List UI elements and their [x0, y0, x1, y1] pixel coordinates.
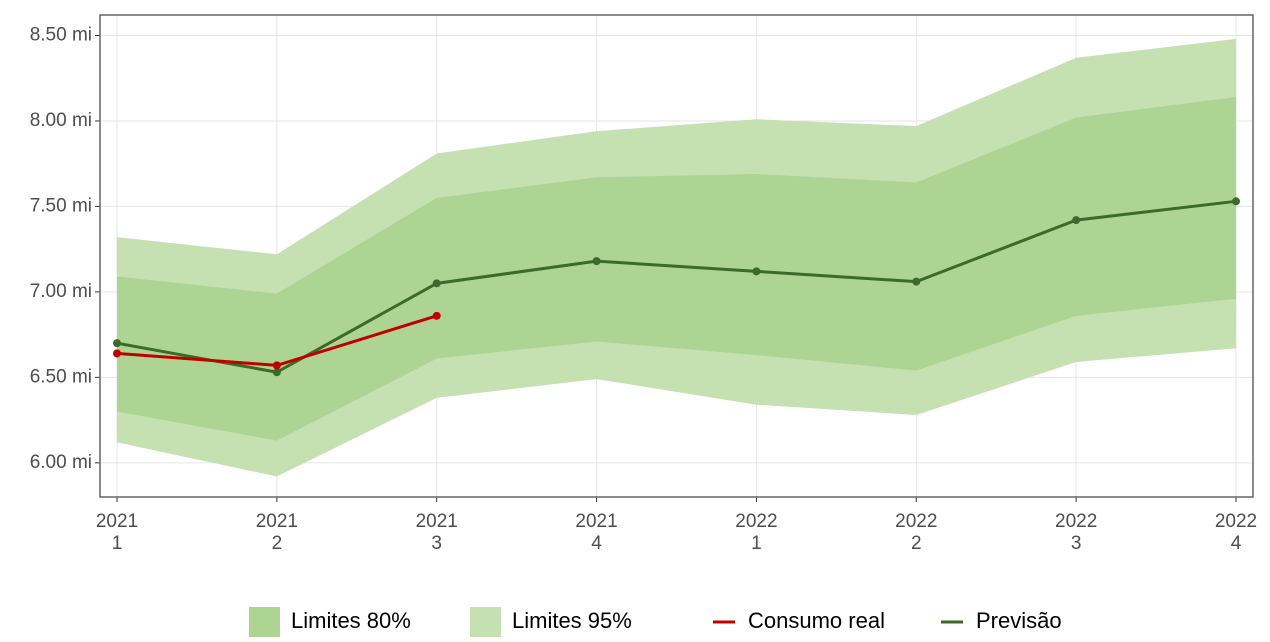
x-tick-label: 2 — [911, 533, 922, 554]
band — [117, 97, 1236, 441]
x-tick-label: 2022 — [895, 511, 937, 532]
point — [912, 277, 921, 286]
point — [1232, 197, 1240, 206]
y-tick-label: 7.50 mi — [30, 195, 92, 216]
x-tick-label: 2021 — [256, 511, 298, 532]
x-tick-label: 2021 — [575, 511, 617, 532]
point — [752, 267, 761, 276]
legend-swatch — [470, 607, 501, 637]
x-tick-label: 2022 — [1055, 511, 1097, 532]
y-tick-label: 6.00 mi — [30, 452, 92, 473]
x-tick-label: 2021 — [416, 511, 458, 532]
legend-label: Limites 80% — [291, 608, 411, 633]
x-tick-label: 1 — [112, 533, 123, 554]
legend-label: Limites 95% — [512, 608, 632, 633]
y-tick-label: 8.00 mi — [30, 110, 92, 131]
point — [1072, 216, 1081, 225]
legend-label: Consumo real — [748, 608, 885, 633]
legend-label: Previsão — [976, 608, 1062, 633]
y-tick-label: 8.50 mi — [30, 25, 92, 46]
x-tick-label: 2021 — [96, 511, 138, 532]
y-tick-label: 6.50 mi — [30, 366, 92, 387]
y-tick-label: 7.00 mi — [30, 281, 92, 302]
x-tick-label: 4 — [591, 533, 602, 554]
x-tick-label: 3 — [1071, 533, 1082, 554]
point — [272, 368, 281, 377]
legend-swatch — [249, 607, 280, 637]
plot-layer — [100, 15, 1253, 497]
x-tick-label: 2022 — [1215, 511, 1257, 532]
point — [113, 349, 121, 358]
point — [272, 361, 281, 370]
x-tick-label: 3 — [431, 533, 442, 554]
x-tick-label: 2022 — [735, 511, 777, 532]
point — [432, 311, 441, 320]
plot-frame — [99, 14, 1254, 498]
x-tick-label: 4 — [1231, 533, 1242, 554]
x-tick-label: 1 — [751, 533, 762, 554]
point — [432, 279, 441, 288]
point — [113, 339, 121, 348]
point — [592, 257, 601, 266]
x-tick-label: 2 — [272, 533, 283, 554]
